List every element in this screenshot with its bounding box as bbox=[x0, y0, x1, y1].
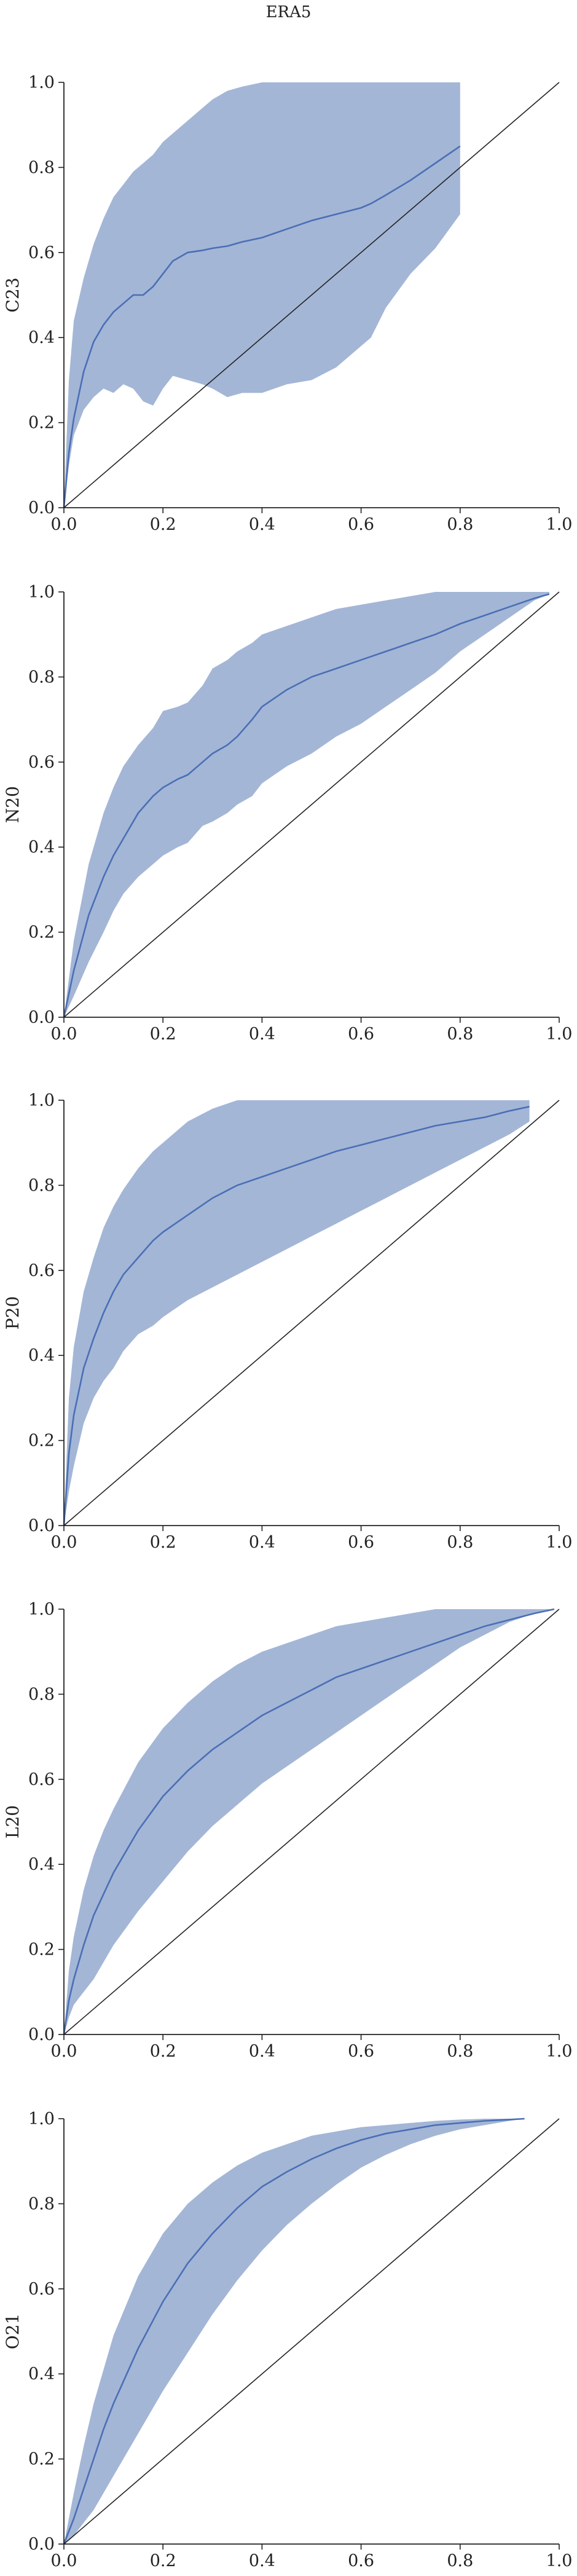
y-tick-label: 0.2 bbox=[28, 1940, 55, 1960]
y-tick-label: 0.0 bbox=[28, 2025, 55, 2044]
y-tick-label: 0.8 bbox=[28, 158, 55, 177]
y-tick-label: 0.6 bbox=[28, 243, 55, 262]
x-tick-label: 0.8 bbox=[447, 1533, 473, 1552]
mean-line bbox=[63, 1608, 555, 2035]
y-tick-label: 0.6 bbox=[28, 2280, 55, 2299]
y-tick-label: 0.0 bbox=[28, 2535, 55, 2554]
x-tick-label: 0.2 bbox=[150, 2042, 176, 2061]
x-tick-label: 0.6 bbox=[348, 1025, 374, 1044]
y-tick-label: 0.2 bbox=[28, 1432, 55, 1451]
mean-line bbox=[63, 1106, 530, 1526]
band-area bbox=[64, 1609, 554, 2034]
x-tick-label: 0.2 bbox=[150, 2551, 176, 2570]
x-tick-label: 0.4 bbox=[249, 2551, 275, 2570]
y-tick-label: 1.0 bbox=[28, 583, 55, 602]
x-tick-label: 0.0 bbox=[51, 2042, 77, 2061]
x-tick-label: 0.0 bbox=[51, 1533, 77, 1552]
y-axis-label: O21 bbox=[2, 2314, 23, 2350]
panel-l20: 0.0 0.2 0.4 0.6 0.8 1.0 0.0 0.2 0.4 0.6 0.8 1.0 L20 bbox=[2, 1600, 572, 2061]
panel-n20: 0.0 0.2 0.4 0.6 0.8 1.0 0.0 0.2 0.4 0.6 0.8 1.0 N20 bbox=[2, 583, 572, 1044]
x-tick-label: 0.0 bbox=[51, 2551, 77, 2570]
diagonal-reference-line bbox=[63, 1609, 560, 2035]
y-tick-label: 0.6 bbox=[28, 1261, 55, 1280]
y-tick-label: 1.0 bbox=[28, 1091, 55, 1110]
x-tick-label: 0.2 bbox=[150, 1025, 176, 1044]
x-tick-label: 1.0 bbox=[546, 1533, 573, 1552]
x-tick-label: 0.2 bbox=[150, 515, 176, 534]
y-tick-label: 0.4 bbox=[28, 1346, 55, 1365]
x-tick-label: 1.0 bbox=[546, 515, 573, 534]
x-tick-label: 0.4 bbox=[249, 1533, 275, 1552]
y-tick-label: 0.8 bbox=[28, 668, 55, 687]
panel-p20: 0.0 0.2 0.4 0.6 0.8 1.0 0.0 0.2 0.4 0.6 0.8 1.0 P20 bbox=[2, 1091, 572, 1552]
x-tick-label: 0.8 bbox=[447, 515, 473, 534]
x-tick-label: 0.8 bbox=[447, 1025, 473, 1044]
y-axis-label: N20 bbox=[2, 786, 23, 823]
x-tick-label: 0.0 bbox=[51, 515, 77, 534]
figure-title: ERA5 bbox=[265, 3, 312, 22]
y-tick-label: 0.4 bbox=[28, 1855, 55, 1874]
x-tick-label: 1.0 bbox=[546, 1025, 573, 1044]
x-tick-label: 0.0 bbox=[51, 1025, 77, 1044]
y-tick-label: 0.0 bbox=[28, 1008, 55, 1027]
y-tick-label: 0.0 bbox=[28, 1516, 55, 1535]
diagonal-reference-line bbox=[63, 2118, 560, 2545]
x-tick-label: 0.6 bbox=[348, 1533, 374, 1552]
y-tick-label: 0.0 bbox=[28, 498, 55, 518]
y-tick-label: 0.8 bbox=[28, 1685, 55, 1704]
diagonal-reference-line bbox=[63, 1100, 560, 1526]
x-tick-label: 1.0 bbox=[546, 2042, 573, 2061]
band-area bbox=[64, 82, 460, 508]
band-area bbox=[64, 2119, 525, 2544]
y-tick-label: 0.4 bbox=[28, 838, 55, 857]
y-tick-label: 0.8 bbox=[28, 1176, 55, 1195]
y-tick-label: 0.2 bbox=[28, 414, 55, 433]
mean-line bbox=[63, 145, 461, 508]
mean-line bbox=[63, 2117, 525, 2545]
y-tick-label: 1.0 bbox=[28, 1600, 55, 1619]
band-area bbox=[64, 592, 549, 1017]
y-axis-label: L20 bbox=[2, 1805, 23, 1838]
x-tick-label: 0.4 bbox=[249, 515, 275, 534]
x-tick-label: 0.6 bbox=[348, 2042, 374, 2061]
diagonal-reference-line bbox=[63, 82, 560, 508]
panel-c23: 0.0 0.2 0.4 0.6 0.8 1.0 0.0 0.2 0.4 0.6 0.8 1.0 C23 bbox=[2, 73, 572, 534]
y-tick-label: 0.6 bbox=[28, 1770, 55, 1789]
x-tick-label: 0.6 bbox=[348, 2551, 374, 2570]
x-tick-label: 0.6 bbox=[348, 515, 374, 534]
x-tick-label: 0.4 bbox=[249, 2042, 275, 2061]
y-tick-label: 0.6 bbox=[28, 753, 55, 772]
diagonal-reference-line bbox=[63, 591, 560, 1018]
x-tick-label: 1.0 bbox=[546, 2551, 573, 2570]
y-tick-label: 0.2 bbox=[28, 2450, 55, 2469]
x-tick-label: 0.2 bbox=[150, 1533, 176, 1552]
y-tick-label: 0.2 bbox=[28, 923, 55, 942]
x-tick-label: 0.8 bbox=[447, 2042, 473, 2061]
x-tick-label: 0.8 bbox=[447, 2551, 473, 2570]
y-tick-label: 0.4 bbox=[28, 328, 55, 347]
mean-line bbox=[63, 593, 550, 1018]
y-axis-label: C23 bbox=[2, 277, 23, 312]
y-tick-label: 1.0 bbox=[28, 73, 55, 92]
y-axis-label: P20 bbox=[2, 1296, 23, 1329]
y-tick-label: 0.8 bbox=[28, 2194, 55, 2213]
x-tick-label: 0.4 bbox=[249, 1025, 275, 1044]
panel-o21: 0.0 0.2 0.4 0.6 0.8 1.0 0.0 0.2 0.4 0.6 0.8 1.0 O21 bbox=[2, 2109, 572, 2570]
y-tick-label: 0.4 bbox=[28, 2365, 55, 2384]
y-tick-label: 1.0 bbox=[28, 2109, 55, 2129]
band-area bbox=[64, 1100, 530, 1526]
